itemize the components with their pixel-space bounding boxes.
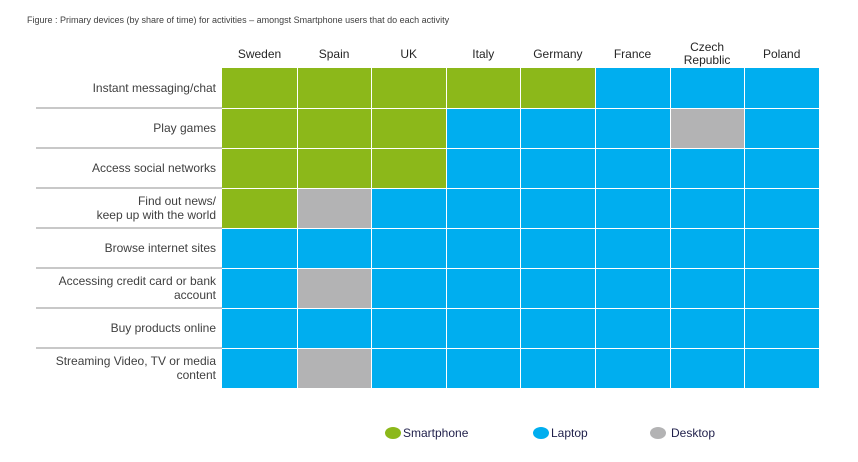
heatmap-cell (297, 229, 372, 268)
heatmap-cell (745, 269, 819, 308)
heatmap-cell (745, 349, 819, 388)
row-divider (36, 147, 222, 149)
heatmap-cell (372, 68, 446, 108)
row-divider (36, 107, 222, 109)
column-header: Poland (763, 46, 801, 61)
column-header: Germany (533, 46, 583, 61)
heatmap-cell (521, 349, 595, 388)
row-label: Find out news/ keep up with the world (96, 194, 216, 222)
heatmap-cell (670, 309, 745, 348)
heatmap-cell (596, 349, 670, 388)
heatmap-cell (297, 189, 372, 228)
column-header: France (613, 46, 652, 61)
row-label: Access social networks (91, 161, 216, 175)
heatmap-cell (446, 109, 521, 148)
column-header: UK (400, 46, 418, 61)
row-divider (36, 227, 222, 229)
heatmap-cell (745, 68, 819, 108)
heatmap-cell (297, 269, 372, 308)
heatmap-cell (670, 349, 745, 388)
legend-item: Smartphone (385, 426, 468, 440)
heatmap-cell (521, 309, 595, 348)
heatmap-cell (596, 109, 670, 148)
heatmap-cell (670, 149, 745, 188)
heatmap-cell (372, 349, 446, 388)
heatmap-cell (521, 229, 595, 268)
legend-item: Desktop (650, 426, 715, 440)
heatmap-cell (745, 189, 819, 228)
heatmap-cell (446, 68, 521, 108)
legend-item: Laptop (533, 426, 588, 440)
legend-swatch-icon (533, 427, 549, 439)
heatmap-cell (596, 68, 670, 108)
legend-label: Desktop (671, 426, 716, 440)
heatmap-cell (745, 309, 819, 348)
heatmap-cell (446, 349, 521, 388)
row-label: Buy products online (110, 321, 216, 335)
heatmap-cell (446, 189, 521, 228)
heatmap-cell (372, 229, 446, 268)
heatmap-cell (372, 109, 446, 148)
heatmap-cell (222, 349, 297, 388)
heatmap-cell (521, 109, 595, 148)
heatmap-cell (222, 269, 297, 308)
row-divider (36, 267, 222, 269)
row-label: Streaming Video, TV or media content (55, 354, 216, 382)
heatmap-cell (670, 269, 745, 308)
heatmap-cell (222, 109, 297, 148)
heatmap-cell (521, 269, 595, 308)
heatmap-cell (596, 229, 670, 268)
heatmap-cell (222, 229, 297, 268)
heatmap-cell (297, 109, 372, 148)
heatmap-cell (446, 229, 521, 268)
heatmap-cell (297, 149, 372, 188)
heatmap-cell (222, 68, 297, 108)
legend-label: Smartphone (403, 426, 469, 440)
row-label: Accessing credit card or bank account (58, 274, 216, 302)
heatmap-cell (372, 149, 446, 188)
heatmap-cell (446, 149, 521, 188)
row-divider (36, 347, 222, 349)
heatmap-cell (222, 149, 297, 188)
heatmap-cell (297, 68, 372, 108)
legend-swatch-icon (385, 427, 401, 439)
legend-label: Laptop (551, 426, 588, 440)
heatmap-cell (596, 149, 670, 188)
column-header: Italy (472, 46, 495, 61)
heatmap-cell (521, 189, 595, 228)
heatmap-cell (670, 109, 745, 148)
row-label: Instant messaging/chat (92, 81, 216, 95)
heatmap-cell (446, 269, 521, 308)
heatmap-cell (521, 149, 595, 188)
heatmap-cell (297, 349, 372, 388)
column-header: Spain (318, 46, 350, 61)
row-label: Play games (153, 121, 216, 135)
heatmap-cell (670, 189, 745, 228)
heatmap-cell (596, 189, 670, 228)
heatmap-cell (521, 68, 595, 108)
heatmap-cell (670, 229, 745, 268)
heatmap-cell (745, 229, 819, 268)
legend-swatch-icon (650, 427, 666, 439)
heatmap-cell (372, 309, 446, 348)
heatmap-cell (297, 309, 372, 348)
row-divider (36, 307, 222, 309)
heatmap-cell (745, 149, 819, 188)
row-divider (36, 187, 222, 189)
heatmap-cell (745, 109, 819, 148)
column-header: Czech Republic (683, 40, 731, 67)
heatmap-cell (596, 269, 670, 308)
heatmap-cell (222, 189, 297, 228)
heatmap-cell (372, 269, 446, 308)
heatmap-cell (372, 189, 446, 228)
row-label: Browse internet sites (104, 241, 216, 255)
column-header: Sweden (237, 46, 282, 61)
chart-title: Figure : Primary devices (by share of ti… (27, 15, 450, 25)
heatmap-cell (446, 309, 521, 348)
heatmap-cell (596, 309, 670, 348)
heatmap-cell (222, 309, 297, 348)
heatmap-cell (670, 68, 745, 108)
